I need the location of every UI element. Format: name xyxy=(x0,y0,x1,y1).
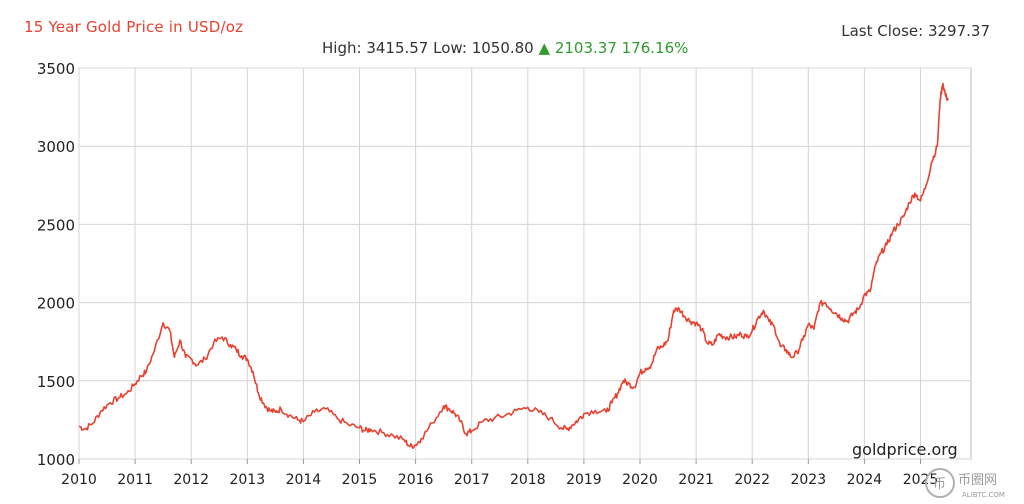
y-tick-label: 2000 xyxy=(37,295,75,313)
watermark-url: ALIBTC.COM xyxy=(962,491,1005,499)
change-value: 2103.37 xyxy=(554,39,617,57)
watermark-logo-icon xyxy=(925,468,955,498)
x-tick-label: 2011 xyxy=(117,472,153,488)
x-tick-label: 2014 xyxy=(286,472,322,488)
last-close-label: Last Close: xyxy=(841,22,924,40)
axis-ticks: 1000 1500 2000 2500 3000 3500 2010 2011 2012 2013… xyxy=(37,60,939,488)
watermark: 币 币圈网 ALIBTC.COM xyxy=(925,468,1005,499)
change-up-icon: ▲ xyxy=(538,39,551,57)
x-tick-label: 2020 xyxy=(622,472,658,488)
watermark-glyph: 币 xyxy=(933,477,946,492)
last-close-readout: Last Close: 3297.37 xyxy=(841,22,990,40)
y-tick-label: 3500 xyxy=(37,60,75,78)
x-tick-label: 2021 xyxy=(678,472,714,488)
last-close-value: 3297.37 xyxy=(927,22,990,40)
y-tick-label: 1000 xyxy=(37,451,75,469)
y-tick-label: 2500 xyxy=(37,216,75,234)
x-tick-label: 2016 xyxy=(398,472,434,488)
chart-title: 15 Year Gold Price in USD/oz xyxy=(24,18,244,36)
y-tick-label: 1500 xyxy=(37,373,75,391)
x-tick-label: 2022 xyxy=(734,472,770,488)
change-percent: 176.16% xyxy=(621,39,689,57)
x-tick-label: 2012 xyxy=(173,472,209,488)
x-tick-label: 2018 xyxy=(510,472,546,488)
price-stats: High: 3415.57 Low: 1050.80 ▲ 2103.37 176… xyxy=(322,39,688,57)
grid xyxy=(78,67,972,460)
x-tick-label: 2019 xyxy=(566,472,602,488)
high-label: High: xyxy=(322,39,362,57)
x-tick-label: 2015 xyxy=(342,472,378,488)
source-credit: goldprice.org xyxy=(852,440,958,459)
low-value: 1050.80 xyxy=(471,39,534,57)
x-tick-label: 2025 xyxy=(903,472,939,488)
low-label: Low: xyxy=(433,39,467,57)
high-value: 3415.57 xyxy=(366,39,429,57)
x-tick-label: 2013 xyxy=(229,472,265,488)
x-tick-label: 2017 xyxy=(454,472,490,488)
x-tick-label: 2010 xyxy=(61,472,97,488)
plot-frame xyxy=(78,67,972,460)
y-tick-label: 3000 xyxy=(37,138,75,156)
x-tick-label: 2023 xyxy=(790,472,826,488)
watermark-text: 币圈网 xyxy=(958,473,997,488)
series-layer xyxy=(78,82,949,450)
gold-price-series-line xyxy=(78,82,949,450)
x-tick-label: 2024 xyxy=(847,472,883,488)
